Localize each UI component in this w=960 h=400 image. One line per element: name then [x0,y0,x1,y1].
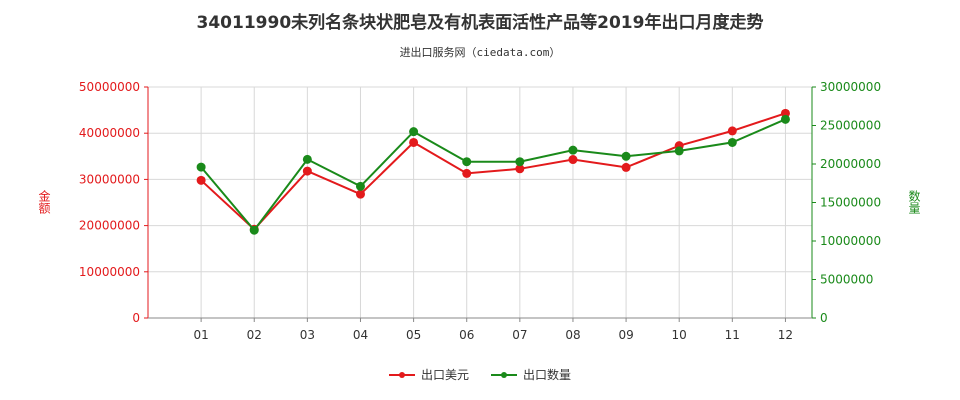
legend-item-quantity[interactable]: 出口数量 [491,366,571,383]
data-point-quantity [515,157,525,167]
x-tick-label: 09 [618,328,633,342]
data-point-quantity [621,151,631,161]
data-point-amount [355,189,365,199]
left-tick-label: 20000000 [79,219,140,233]
legend: 出口美元 出口数量 [0,366,960,383]
x-tick-label: 03 [300,328,315,342]
data-point-amount [515,164,525,174]
data-point-quantity [249,225,259,235]
left-axis-title: 金额 [37,190,51,214]
data-point-amount [462,168,472,178]
right-tick-label: 0 [820,311,828,325]
right-axis-title: 数量 [907,190,921,214]
x-tick-label: 08 [565,328,580,342]
legend-swatch-quantity [491,370,517,380]
right-tick-label: 10000000 [820,234,881,248]
data-point-amount [409,137,419,147]
x-tick-label: 11 [725,328,740,342]
legend-swatch-amount [388,370,415,380]
legend-label-amount: 出口美元 [420,368,469,382]
data-point-quantity [727,137,737,147]
right-tick-label: 20000000 [820,157,881,171]
data-point-quantity [302,154,312,164]
chart-title: 34011990未列名条块状肥皂及有机表面活性产品等2019年出口月度走势 [196,13,764,33]
left-tick-label: 40000000 [79,126,140,140]
x-tick-label: 12 [778,328,793,342]
left-tick-label: 10000000 [79,265,140,279]
x-tick-label: 07 [512,328,527,342]
data-point-amount [727,126,737,136]
legend-label-quantity: 出口数量 [523,368,572,382]
right-tick-label: 25000000 [820,119,881,133]
data-point-amount [196,175,206,185]
data-point-amount [621,162,631,172]
legend-item-amount[interactable]: 出口美元 [388,366,469,383]
x-tick-label: 05 [406,328,421,342]
x-tick-label: 10 [672,328,687,342]
series-line-amount [200,112,786,231]
data-point-quantity [409,127,419,137]
data-point-amount [568,155,578,165]
data-point-quantity [196,162,206,172]
left-tick-label: 50000000 [79,80,140,94]
data-point-quantity [674,146,684,156]
x-tick-label: 04 [353,328,368,342]
data-point-quantity [568,145,578,155]
data-point-quantity [780,114,790,124]
right-tick-label: 5000000 [820,273,873,287]
left-tick-label: 30000000 [79,172,140,186]
data-point-quantity [355,181,365,191]
series-line-quantity [200,118,786,232]
data-point-quantity [462,157,472,167]
x-tick-label: 02 [247,328,262,342]
right-tick-label: 15000000 [820,196,881,210]
right-tick-label: 30000000 [820,80,881,94]
left-tick-label: 0 [132,311,140,325]
data-point-amount [302,166,312,176]
x-tick-label: 06 [459,328,474,342]
x-tick-label: 01 [193,328,208,342]
chart-subtitle: 进出口服务网（ciedata.com） [399,46,561,59]
